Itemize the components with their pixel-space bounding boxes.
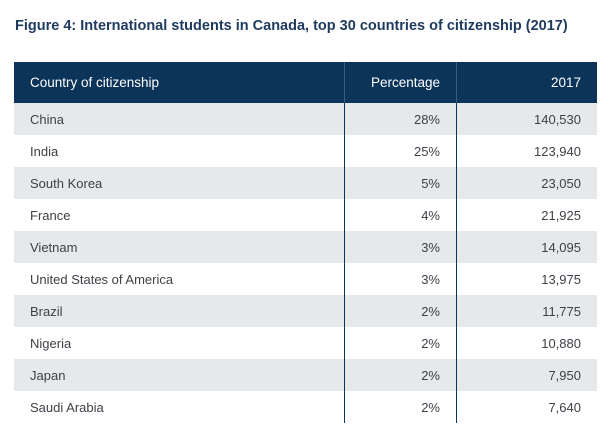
- percentage-cell: 4%: [344, 199, 456, 231]
- percentage-cell: 2%: [344, 391, 456, 423]
- count-cell: 10,880: [456, 327, 597, 359]
- table-row: China 28% 140,530: [14, 103, 597, 135]
- percentage-cell: 3%: [344, 263, 456, 295]
- count-cell: 11,775: [456, 295, 597, 327]
- column-header-percentage: Percentage: [344, 62, 456, 103]
- count-cell: 13,975: [456, 263, 597, 295]
- country-cell: India: [30, 143, 59, 159]
- count-cell: 140,530: [456, 103, 597, 135]
- percentage-cell: 2%: [344, 359, 456, 391]
- table-row: Brazil 2% 11,775: [14, 295, 597, 327]
- table-row: Vietnam 3% 14,095: [14, 231, 597, 263]
- country-cell: Vietnam: [30, 239, 78, 255]
- percentage-cell: 2%: [344, 295, 456, 327]
- table-row: Japan 2% 7,950: [14, 359, 597, 391]
- country-cell: Nigeria: [30, 335, 72, 351]
- country-cell: Brazil: [30, 303, 63, 319]
- column-header-2017: 2017: [456, 62, 597, 103]
- percentage-cell: 28%: [344, 103, 456, 135]
- count-cell: 123,940: [456, 135, 597, 167]
- count-cell: 7,950: [456, 359, 597, 391]
- count-cell: 21,925: [456, 199, 597, 231]
- percentage-cell: 2%: [344, 327, 456, 359]
- table-row: Saudi Arabia 2% 7,640: [14, 391, 597, 423]
- country-cell: United States of America: [30, 271, 174, 287]
- percentage-cell: 3%: [344, 231, 456, 263]
- countries-table: Country of citizenship Percentage 2017 C…: [14, 62, 597, 423]
- country-cell: Saudi Arabia: [30, 399, 104, 415]
- table-row: South Korea 5% 23,050: [14, 167, 597, 199]
- country-cell: China: [30, 111, 64, 127]
- table-header-row: Country of citizenship Percentage 2017: [14, 62, 597, 103]
- count-cell: 7,640: [456, 391, 597, 423]
- table-row: Nigeria 2% 10,880: [14, 327, 597, 359]
- country-cell: Japan: [30, 367, 66, 383]
- table-row: India 25% 123,940: [14, 135, 597, 167]
- count-cell: 14,095: [456, 231, 597, 263]
- count-cell: 23,050: [456, 167, 597, 199]
- column-header-country: Country of citizenship: [30, 75, 160, 90]
- percentage-cell: 5%: [344, 167, 456, 199]
- country-cell: France: [30, 207, 71, 223]
- percentage-cell: 25%: [344, 135, 456, 167]
- country-cell: South Korea: [30, 175, 103, 191]
- table-row: France 4% 21,925: [14, 199, 597, 231]
- table-row: United States of America 3% 13,975: [14, 263, 597, 295]
- figure-title: Figure 4: International students in Cana…: [15, 18, 568, 34]
